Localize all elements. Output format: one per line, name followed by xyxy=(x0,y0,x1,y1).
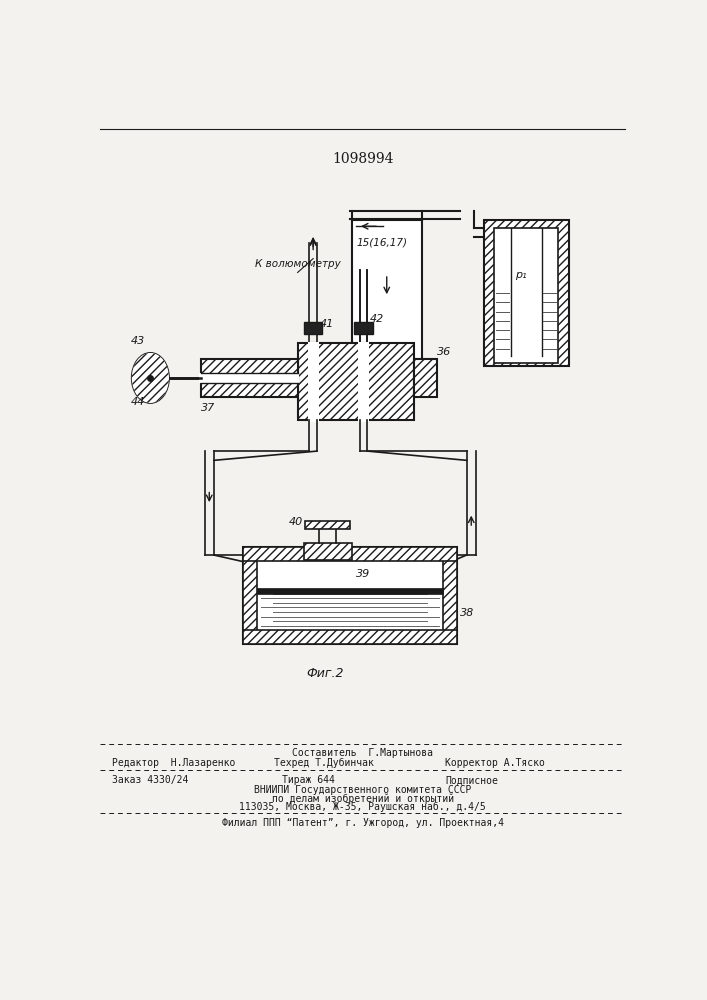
Text: 44: 44 xyxy=(131,397,145,407)
Text: К волюмометру: К волюмометру xyxy=(255,259,341,269)
Bar xyxy=(414,359,437,397)
Bar xyxy=(257,588,443,594)
Text: Редактор  Н.Лазаренко: Редактор Н.Лазаренко xyxy=(112,758,235,768)
Bar xyxy=(201,359,298,397)
Bar xyxy=(352,220,421,359)
Bar xyxy=(243,547,457,561)
Ellipse shape xyxy=(132,353,169,403)
Text: 36: 36 xyxy=(437,347,451,357)
Text: Техред Т.Дубинчак: Техред Т.Дубинчак xyxy=(274,758,374,768)
Bar xyxy=(358,342,369,422)
Bar xyxy=(304,543,352,560)
Text: 40: 40 xyxy=(288,517,303,527)
Text: Составитель  Г.Мартынова: Составитель Г.Мартынова xyxy=(292,748,433,758)
Bar xyxy=(298,343,414,420)
Bar xyxy=(354,322,373,334)
Ellipse shape xyxy=(132,353,169,403)
Bar xyxy=(257,561,443,630)
Text: 42: 42 xyxy=(370,314,384,324)
Bar xyxy=(484,220,569,366)
Bar xyxy=(243,547,457,644)
Bar xyxy=(259,563,441,587)
Text: 41: 41 xyxy=(320,319,334,329)
Bar xyxy=(305,521,351,529)
Text: ВНИИПИ Государственного комитета СССР: ВНИИПИ Государственного комитета СССР xyxy=(254,785,472,795)
Text: по делам изобретений и открытий: по делам изобретений и открытий xyxy=(271,794,454,804)
Text: Корректор А.Тяско: Корректор А.Тяско xyxy=(445,758,545,768)
Bar xyxy=(199,373,299,383)
Text: 39: 39 xyxy=(356,569,370,579)
Text: Подписное: Подписное xyxy=(445,775,498,785)
Text: p₁: p₁ xyxy=(515,270,526,280)
Text: 43: 43 xyxy=(131,336,145,346)
Bar xyxy=(308,342,319,422)
Bar xyxy=(494,228,558,363)
Text: 37: 37 xyxy=(201,403,215,413)
Text: Фиг.2: Фиг.2 xyxy=(306,667,344,680)
Text: Заказ 4330/24: Заказ 4330/24 xyxy=(112,775,188,785)
Text: Тираж 644: Тираж 644 xyxy=(282,775,335,785)
Text: 1098994: 1098994 xyxy=(332,152,394,166)
Text: 15(16,17): 15(16,17) xyxy=(356,237,407,247)
Bar xyxy=(443,547,457,644)
Bar xyxy=(243,630,457,644)
Text: Филиал ППП “Патент”, г. Ужгород, ул. Проектная,4: Филиал ППП “Патент”, г. Ужгород, ул. Про… xyxy=(222,818,503,828)
Text: 113035, Москва, Ж-35, Раушская наб., д.4/5: 113035, Москва, Ж-35, Раушская наб., д.4… xyxy=(240,802,486,812)
Bar xyxy=(304,322,322,334)
Text: 38: 38 xyxy=(460,608,474,618)
Bar xyxy=(243,547,257,644)
